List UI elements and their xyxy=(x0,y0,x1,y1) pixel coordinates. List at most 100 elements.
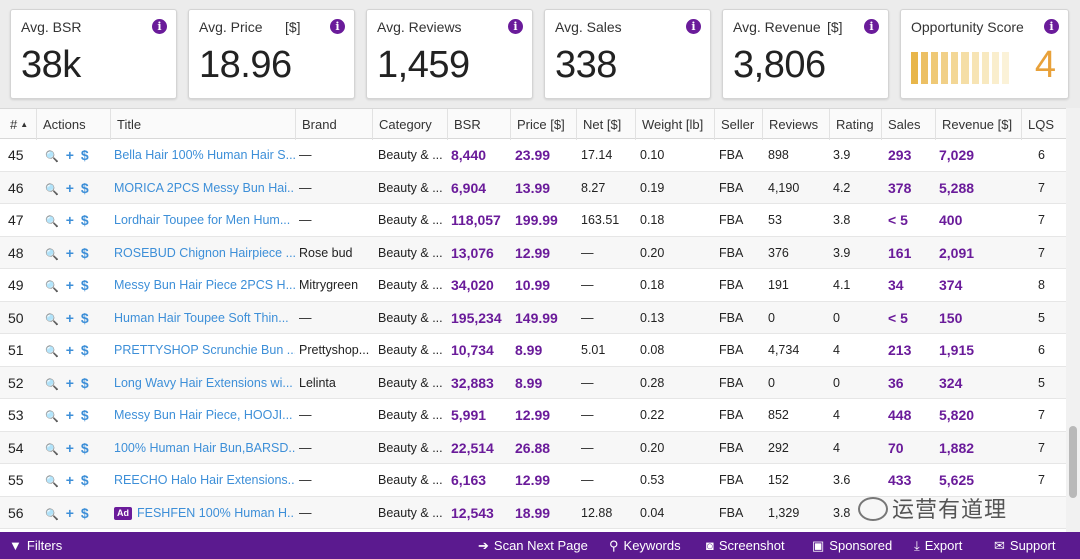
plus-icon[interactable]: + xyxy=(65,212,74,228)
scrollbar-thumb[interactable] xyxy=(1069,426,1077,498)
plus-icon[interactable]: + xyxy=(65,472,74,488)
weight-value: 0.20 xyxy=(640,440,665,455)
column-header-price[interactable]: Price [$] xyxy=(510,109,576,140)
info-icon[interactable]: i xyxy=(330,19,345,34)
magnify-icon[interactable]: 🔍 xyxy=(45,313,59,326)
scan-next-page-button[interactable]: ➔ Scan Next Page xyxy=(478,532,588,559)
column-header-weight[interactable]: Weight [lb] xyxy=(635,109,714,140)
magnify-icon[interactable]: 🔍 xyxy=(45,378,59,391)
info-icon[interactable]: i xyxy=(686,19,701,34)
column-header-lqs[interactable]: LQS xyxy=(1021,109,1066,140)
column-header-title[interactable]: Title xyxy=(110,109,295,140)
dollar-icon[interactable]: $ xyxy=(80,472,89,488)
table-row[interactable]: 56 🔍 + $ Ad FESHFEN 100% Human H... — Beauty & … xyxy=(0,496,1066,529)
magnify-icon[interactable]: 🔍 xyxy=(45,248,59,261)
column-header-bsr[interactable]: BSR xyxy=(447,109,510,140)
cell-title[interactable]: ROSEBUD Chignon Hairpiece ... xyxy=(110,237,295,269)
dollar-icon[interactable]: $ xyxy=(80,212,89,228)
dollar-icon[interactable]: $ xyxy=(80,147,89,163)
brand-value: Lelinta xyxy=(299,375,336,390)
cell-title[interactable]: Ad FESHFEN 100% Human H... xyxy=(110,497,295,529)
dollar-icon[interactable]: $ xyxy=(80,277,89,293)
dollar-icon[interactable]: $ xyxy=(80,309,89,326)
table-row[interactable]: 46 🔍 + $ MORICA 2PCS Messy Bun Hai... — Beauty… xyxy=(0,171,1066,204)
dollar-icon[interactable]: $ xyxy=(80,504,89,521)
rating-value: 0 xyxy=(833,375,840,390)
cell-title[interactable]: 100% Human Hair Bun,BARSD... xyxy=(110,432,295,464)
column-header-sales[interactable]: Sales xyxy=(881,109,935,140)
table-row[interactable]: 45 🔍 + $ Bella Hair 100% Human Hair S... — Bea… xyxy=(0,139,1066,172)
table-row[interactable]: 53 🔍 + $ Messy Bun Hair Piece, HOOJI... — Beau… xyxy=(0,399,1066,432)
cell-seller: FBA xyxy=(714,139,762,171)
column-header-net[interactable]: Net [$] xyxy=(576,109,635,140)
magnify-icon[interactable]: 🔍 xyxy=(45,411,59,423)
cell-title[interactable]: Human Hair Toupee Soft Thin... xyxy=(110,302,295,334)
table-row[interactable]: 49 🔍 + $ Messy Bun Hair Piece 2PCS H... Mitry… xyxy=(0,269,1066,302)
cell-title[interactable]: MORICA 2PCS Messy Bun Hai... xyxy=(110,172,295,204)
dollar-icon[interactable]: $ xyxy=(80,374,89,391)
plus-icon[interactable]: + xyxy=(65,407,74,423)
dollar-icon[interactable]: $ xyxy=(80,342,89,358)
table-row[interactable]: 55 🔍 + $ REECHO Halo Hair Extensions... — Beau… xyxy=(0,464,1066,497)
cell-title[interactable]: Long Wavy Hair Extensions wi... xyxy=(110,367,295,399)
info-icon[interactable]: i xyxy=(508,19,523,34)
export-button[interactable]: ⤓ Export xyxy=(914,532,962,559)
sponsored-button[interactable]: ▣ Sponsored xyxy=(812,532,892,559)
plus-icon[interactable]: + xyxy=(65,179,74,196)
dollar-icon[interactable]: $ xyxy=(80,439,89,456)
dollar-icon[interactable]: $ xyxy=(80,244,89,261)
column-header-brand[interactable]: Brand xyxy=(295,109,372,140)
plus-icon[interactable]: + xyxy=(65,147,74,163)
cell-title[interactable]: PRETTYSHOP Scrunchie Bun ... xyxy=(110,334,295,366)
plus-icon[interactable]: + xyxy=(65,277,74,293)
filters-button[interactable]: ▼ Filters xyxy=(9,532,62,559)
info-icon[interactable]: i xyxy=(152,19,167,34)
column-header-revenue[interactable]: Revenue [$] xyxy=(935,109,1021,140)
plus-icon[interactable]: + xyxy=(65,439,74,456)
row-actions: 🔍 + $ xyxy=(36,334,110,366)
info-icon[interactable]: i xyxy=(1044,19,1059,34)
plus-icon[interactable]: + xyxy=(65,342,74,358)
table-row[interactable]: 51 🔍 + $ PRETTYSHOP Scrunchie Bun ... Prettys… xyxy=(0,334,1066,367)
keywords-button[interactable]: ⚲ Keywords xyxy=(609,532,681,559)
magnify-icon[interactable]: 🔍 xyxy=(45,346,59,358)
cell-price: 13.99 xyxy=(510,172,576,204)
cell-title[interactable]: REECHO Halo Hair Extensions... xyxy=(110,464,295,496)
magnify-icon[interactable]: 🔍 xyxy=(45,216,59,228)
table-row[interactable]: 48 🔍 + $ ROSEBUD Chignon Hairpiece ... Rose b… xyxy=(0,236,1066,269)
cell-net: — xyxy=(576,237,635,269)
column-header-seller[interactable]: Seller xyxy=(714,109,762,140)
column-header-rank[interactable]: # ▲ xyxy=(0,109,36,140)
plus-icon[interactable]: + xyxy=(65,504,74,521)
cell-title[interactable]: Lordhair Toupee for Men Hum... xyxy=(110,204,295,236)
table-row[interactable]: 47 🔍 + $ Lordhair Toupee for Men Hum... — Beau… xyxy=(0,204,1066,237)
support-button[interactable]: ✉ Support xyxy=(994,532,1055,559)
cell-title[interactable]: Messy Bun Hair Piece 2PCS H... xyxy=(110,269,295,301)
column-header-actions[interactable]: Actions xyxy=(36,109,110,140)
magnify-icon[interactable]: 🔍 xyxy=(45,281,59,293)
table-row[interactable]: 52 🔍 + $ Long Wavy Hair Extensions wi... Leli… xyxy=(0,366,1066,399)
column-header-reviews[interactable]: Reviews xyxy=(762,109,829,140)
magnify-icon[interactable]: 🔍 xyxy=(45,443,59,456)
plus-icon[interactable]: + xyxy=(65,244,74,261)
cell-title[interactable]: Messy Bun Hair Piece, HOOJI... xyxy=(110,399,295,431)
column-header-category[interactable]: Category xyxy=(372,109,447,140)
magnify-icon[interactable]: 🔍 xyxy=(45,508,59,521)
magnify-icon[interactable]: 🔍 xyxy=(45,183,59,196)
cell-rank: 50 xyxy=(0,302,36,334)
vertical-scrollbar[interactable] xyxy=(1066,108,1080,532)
table-row[interactable]: 50 🔍 + $ Human Hair Toupee Soft Thin... — Beau… xyxy=(0,301,1066,334)
screenshot-button[interactable]: ◙ Screenshot xyxy=(706,532,785,559)
cell-weight: 0.18 xyxy=(635,204,714,236)
column-header-rating[interactable]: Rating xyxy=(829,109,881,140)
plus-icon[interactable]: + xyxy=(65,374,74,391)
column-header-label: Rating xyxy=(836,117,874,132)
cell-title[interactable]: Bella Hair 100% Human Hair S... xyxy=(110,139,295,171)
dollar-icon[interactable]: $ xyxy=(80,407,89,423)
plus-icon[interactable]: + xyxy=(65,309,74,326)
magnify-icon[interactable]: 🔍 xyxy=(45,151,59,163)
dollar-icon[interactable]: $ xyxy=(80,179,89,196)
magnify-icon[interactable]: 🔍 xyxy=(45,476,59,488)
table-row[interactable]: 54 🔍 + $100% Human Hair Bun,BARSD... — Beauty… xyxy=(0,431,1066,464)
info-icon[interactable]: i xyxy=(864,19,879,34)
